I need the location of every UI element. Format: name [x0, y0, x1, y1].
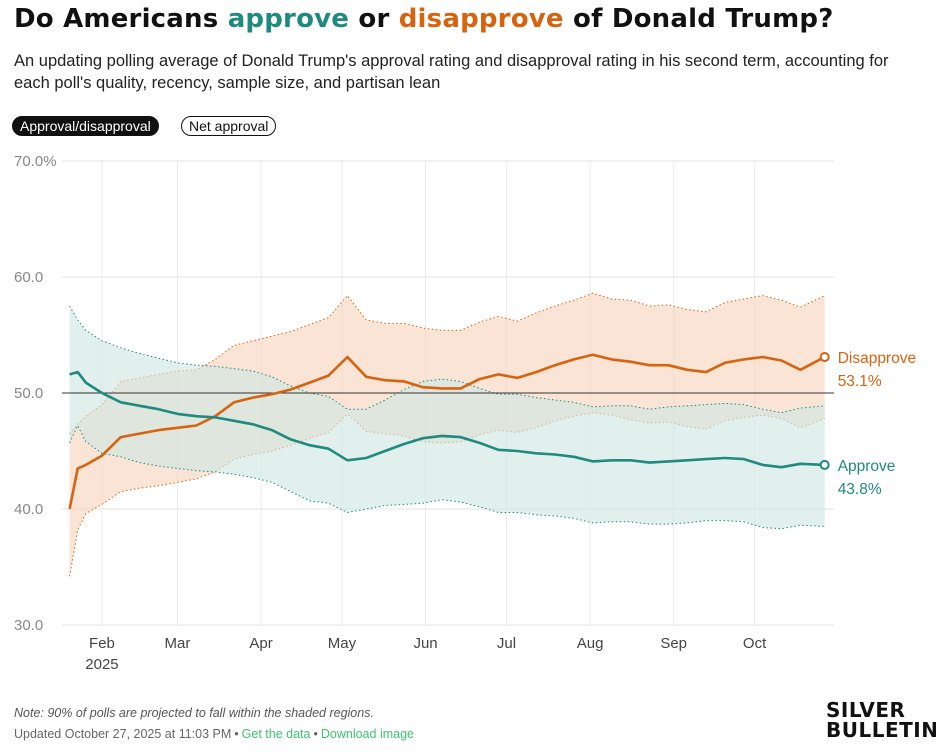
approve-band-upper-edge: [69, 305, 825, 414]
chart-subtitle: An updating polling average of Donald Tr…: [14, 52, 889, 92]
confidence-bands: [69, 292, 825, 577]
get-data-link[interactable]: Get the data: [241, 727, 311, 741]
disapprove-end-value: 53.1%: [838, 373, 882, 390]
y-tick-label: 70.0%: [14, 153, 57, 170]
disapprove-end-label: Disapprove: [838, 350, 916, 367]
logo-line-1: SILVER: [826, 698, 906, 722]
toggle-net-approval[interactable]: Net approval: [181, 116, 277, 136]
title-part-3: of Donald Trump?: [563, 4, 834, 34]
disapprove-end-marker: [819, 352, 830, 363]
approval-chart: 30.0 40.0 50.0 60.0 70.0% Feb 2025 Mar Apr May Ju…: [14, 153, 916, 673]
y-tick-labels: 30.0 40.0 50.0 60.0 70.0%: [14, 153, 57, 634]
approve-end-value: 43.8%: [838, 481, 882, 498]
title-approve-word: approve: [227, 4, 350, 34]
footer: Updated October 27, 2025 at 11:03 PM • Get…: [14, 727, 414, 741]
x-tick-label: Apr: [249, 635, 272, 652]
download-image-link[interactable]: Download image: [320, 727, 414, 741]
logo-line-2: BULLETIN: [826, 718, 936, 742]
footer-bullet-2: •: [313, 727, 318, 741]
x-tick-label: Aug: [577, 635, 604, 652]
disapprove-line: [68, 353, 826, 510]
x-tick-labels: Feb 2025 Mar Apr May Jun Jul Aug Sep Oct: [85, 635, 767, 673]
updated-timestamp: Updated October 27, 2025 at 11:03 PM: [14, 727, 232, 741]
y-tick-label: 40.0: [14, 501, 43, 518]
x-tick-label: Sep: [660, 635, 687, 652]
title-part-1: Do Americans: [14, 4, 228, 34]
x-tick-label: Oct: [743, 635, 767, 652]
x-tick-label: Feb: [89, 635, 115, 652]
chart-title: Do Americans approve or disapprove of Do…: [14, 4, 834, 34]
approve-end-marker: [819, 459, 830, 470]
footer-bullet-1: •: [234, 727, 239, 741]
title-disapprove-word: disapprove: [398, 4, 564, 34]
title-part-2: or: [349, 4, 399, 34]
x-tick-label: Jun: [413, 635, 437, 652]
y-tick-label: 30.0: [14, 617, 43, 634]
series-lines: [68, 353, 826, 510]
approve-band: [69, 306, 825, 529]
x-tick-label: May: [328, 635, 357, 652]
toggle-approval-disapproval[interactable]: Approval/disapproval: [12, 116, 159, 136]
x-tick-sublabel: 2025: [85, 656, 118, 673]
approve-end-label: Approve: [838, 458, 896, 475]
footnote: Note: 90% of polls are projected to fall…: [14, 706, 374, 720]
silver-bulletin-logo: SILVER BULLETIN: [826, 698, 936, 742]
x-tick-label: Mar: [165, 635, 191, 652]
y-tick-label: 50.0: [14, 385, 43, 402]
series-end-markers: Disapprove 53.1% Approve 43.8%: [819, 350, 916, 498]
approve-line: [69, 370, 825, 469]
x-tick-label: Jul: [497, 635, 516, 652]
y-tick-label: 60.0: [14, 269, 43, 286]
